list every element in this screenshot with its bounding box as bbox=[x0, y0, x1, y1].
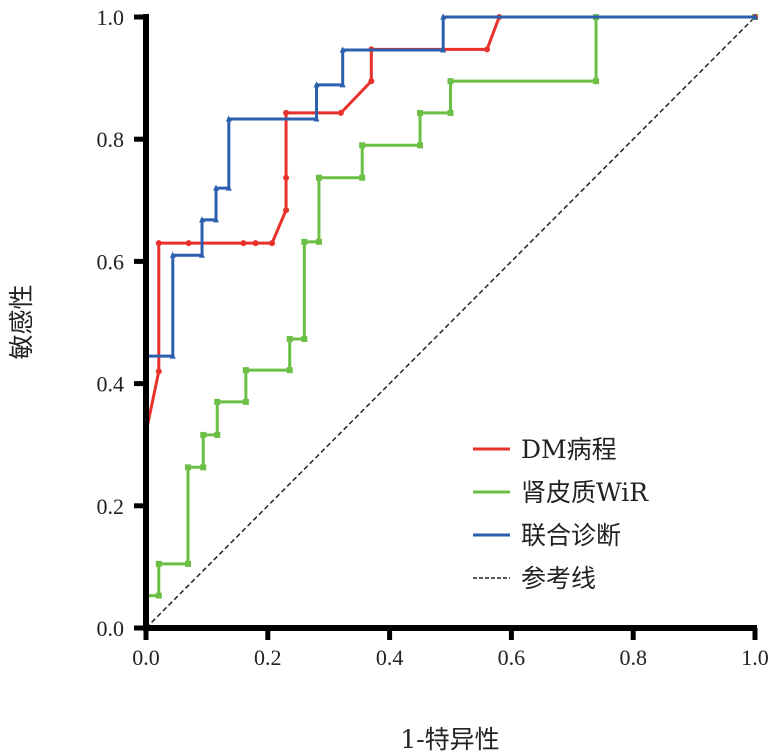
data-point bbox=[155, 368, 162, 375]
data-point bbox=[359, 174, 366, 181]
data-point bbox=[269, 240, 276, 247]
data-point bbox=[185, 240, 192, 247]
data-point bbox=[155, 592, 162, 599]
data-point bbox=[185, 560, 192, 567]
x-tick-label: 0.4 bbox=[376, 645, 404, 670]
data-point bbox=[185, 464, 192, 471]
y-tick-label: 0.6 bbox=[97, 249, 125, 274]
data-point bbox=[417, 109, 424, 116]
data-point bbox=[447, 78, 454, 85]
data-point bbox=[242, 367, 249, 374]
data-point bbox=[225, 115, 232, 122]
y-axis-label: 敏感性 bbox=[7, 284, 36, 359]
x-tick-label: 0.2 bbox=[254, 645, 282, 670]
x-tick-label: 1.0 bbox=[741, 645, 769, 670]
data-point bbox=[447, 109, 454, 116]
data-point bbox=[440, 46, 447, 53]
data-point bbox=[315, 238, 322, 245]
data-point bbox=[315, 174, 322, 181]
y-tick-label: 0.8 bbox=[97, 127, 125, 152]
data-point bbox=[213, 216, 220, 223]
data-point bbox=[213, 184, 220, 191]
y-tick-label: 1.0 bbox=[97, 5, 125, 30]
data-point bbox=[225, 184, 232, 191]
ticks: 0.0 0.2 0.4 0.6 0.8 1.0 0.0 0.2 0.4 0.6 0.8 1.0 bbox=[97, 5, 769, 670]
x-tick-label: 0.8 bbox=[619, 645, 647, 670]
series-layer bbox=[143, 13, 758, 631]
legend-label: DM病程 bbox=[521, 435, 617, 464]
data-point bbox=[283, 207, 290, 214]
legend-label: 参考线 bbox=[521, 564, 596, 593]
data-point bbox=[368, 78, 375, 85]
data-point bbox=[242, 398, 249, 405]
data-point bbox=[169, 352, 176, 359]
data-point bbox=[337, 109, 344, 116]
x-tick-label: 0.0 bbox=[132, 645, 160, 670]
y-tick-label: 0.2 bbox=[97, 494, 125, 519]
data-point bbox=[283, 109, 290, 116]
data-point bbox=[301, 238, 308, 245]
y-tick-label: 0.0 bbox=[97, 616, 125, 641]
legend-label: 肾皮质WiR bbox=[521, 478, 649, 507]
data-point bbox=[417, 142, 424, 149]
data-point bbox=[283, 174, 290, 181]
series-1 bbox=[143, 14, 758, 436]
data-point bbox=[752, 13, 758, 20]
data-point bbox=[199, 216, 206, 223]
x-axis-label: 1-特异性 bbox=[400, 725, 499, 754]
data-point bbox=[214, 431, 221, 438]
data-point bbox=[286, 335, 293, 342]
data-point bbox=[301, 335, 308, 342]
data-point bbox=[359, 142, 366, 149]
x-tick-label: 0.6 bbox=[498, 645, 526, 670]
series-3 bbox=[143, 13, 758, 631]
data-point bbox=[593, 78, 600, 85]
data-point bbox=[313, 81, 320, 88]
data-point bbox=[313, 115, 320, 122]
data-point bbox=[155, 240, 162, 247]
data-point bbox=[199, 251, 206, 258]
data-point bbox=[339, 81, 346, 88]
data-point bbox=[214, 398, 221, 405]
data-point bbox=[252, 240, 259, 247]
data-point bbox=[155, 560, 162, 567]
data-point bbox=[484, 46, 491, 53]
data-point bbox=[169, 251, 176, 258]
data-point bbox=[200, 431, 207, 438]
data-point bbox=[440, 13, 447, 20]
legend-label: 联合诊断 bbox=[521, 521, 621, 550]
data-point bbox=[200, 464, 207, 471]
data-point bbox=[339, 46, 346, 53]
data-point bbox=[286, 367, 293, 374]
data-point bbox=[240, 240, 247, 247]
y-tick-label: 0.4 bbox=[97, 372, 125, 397]
